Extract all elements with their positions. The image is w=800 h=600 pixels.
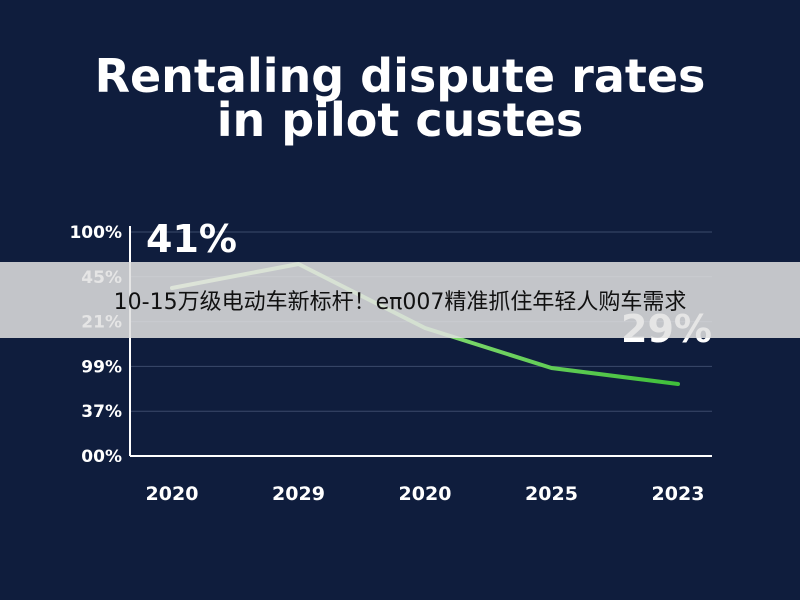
chart-title-line-2: in pilot custes	[217, 93, 584, 147]
annotation-label: 41%	[146, 217, 237, 261]
y-tick-label: 00%	[81, 447, 122, 467]
x-tick-labels: 2020 2029 2020 2025 2023	[146, 483, 705, 505]
y-tick-labels: 100%45%21%99%37%00%	[69, 223, 122, 467]
x-tick-label: 2023	[652, 483, 705, 505]
x-tick-label: 2020	[399, 483, 452, 505]
x-tick-label: 2025	[525, 483, 578, 505]
banner-text: 10-15万级电动车新标杆！eπ007精准抓住年轻人购车需求	[113, 290, 687, 315]
y-tick-label: 99%	[81, 357, 122, 377]
overlay-banner: 10-15万级电动车新标杆！eπ007精准抓住年轻人购车需求	[0, 262, 800, 338]
x-tick-label: 2020	[146, 483, 199, 505]
y-tick-label: 100%	[69, 223, 122, 243]
y-tick-label: 37%	[81, 402, 122, 422]
chart-title-line-1: Rentaling dispute rates	[95, 49, 706, 103]
x-tick-label: 2029	[272, 483, 325, 505]
